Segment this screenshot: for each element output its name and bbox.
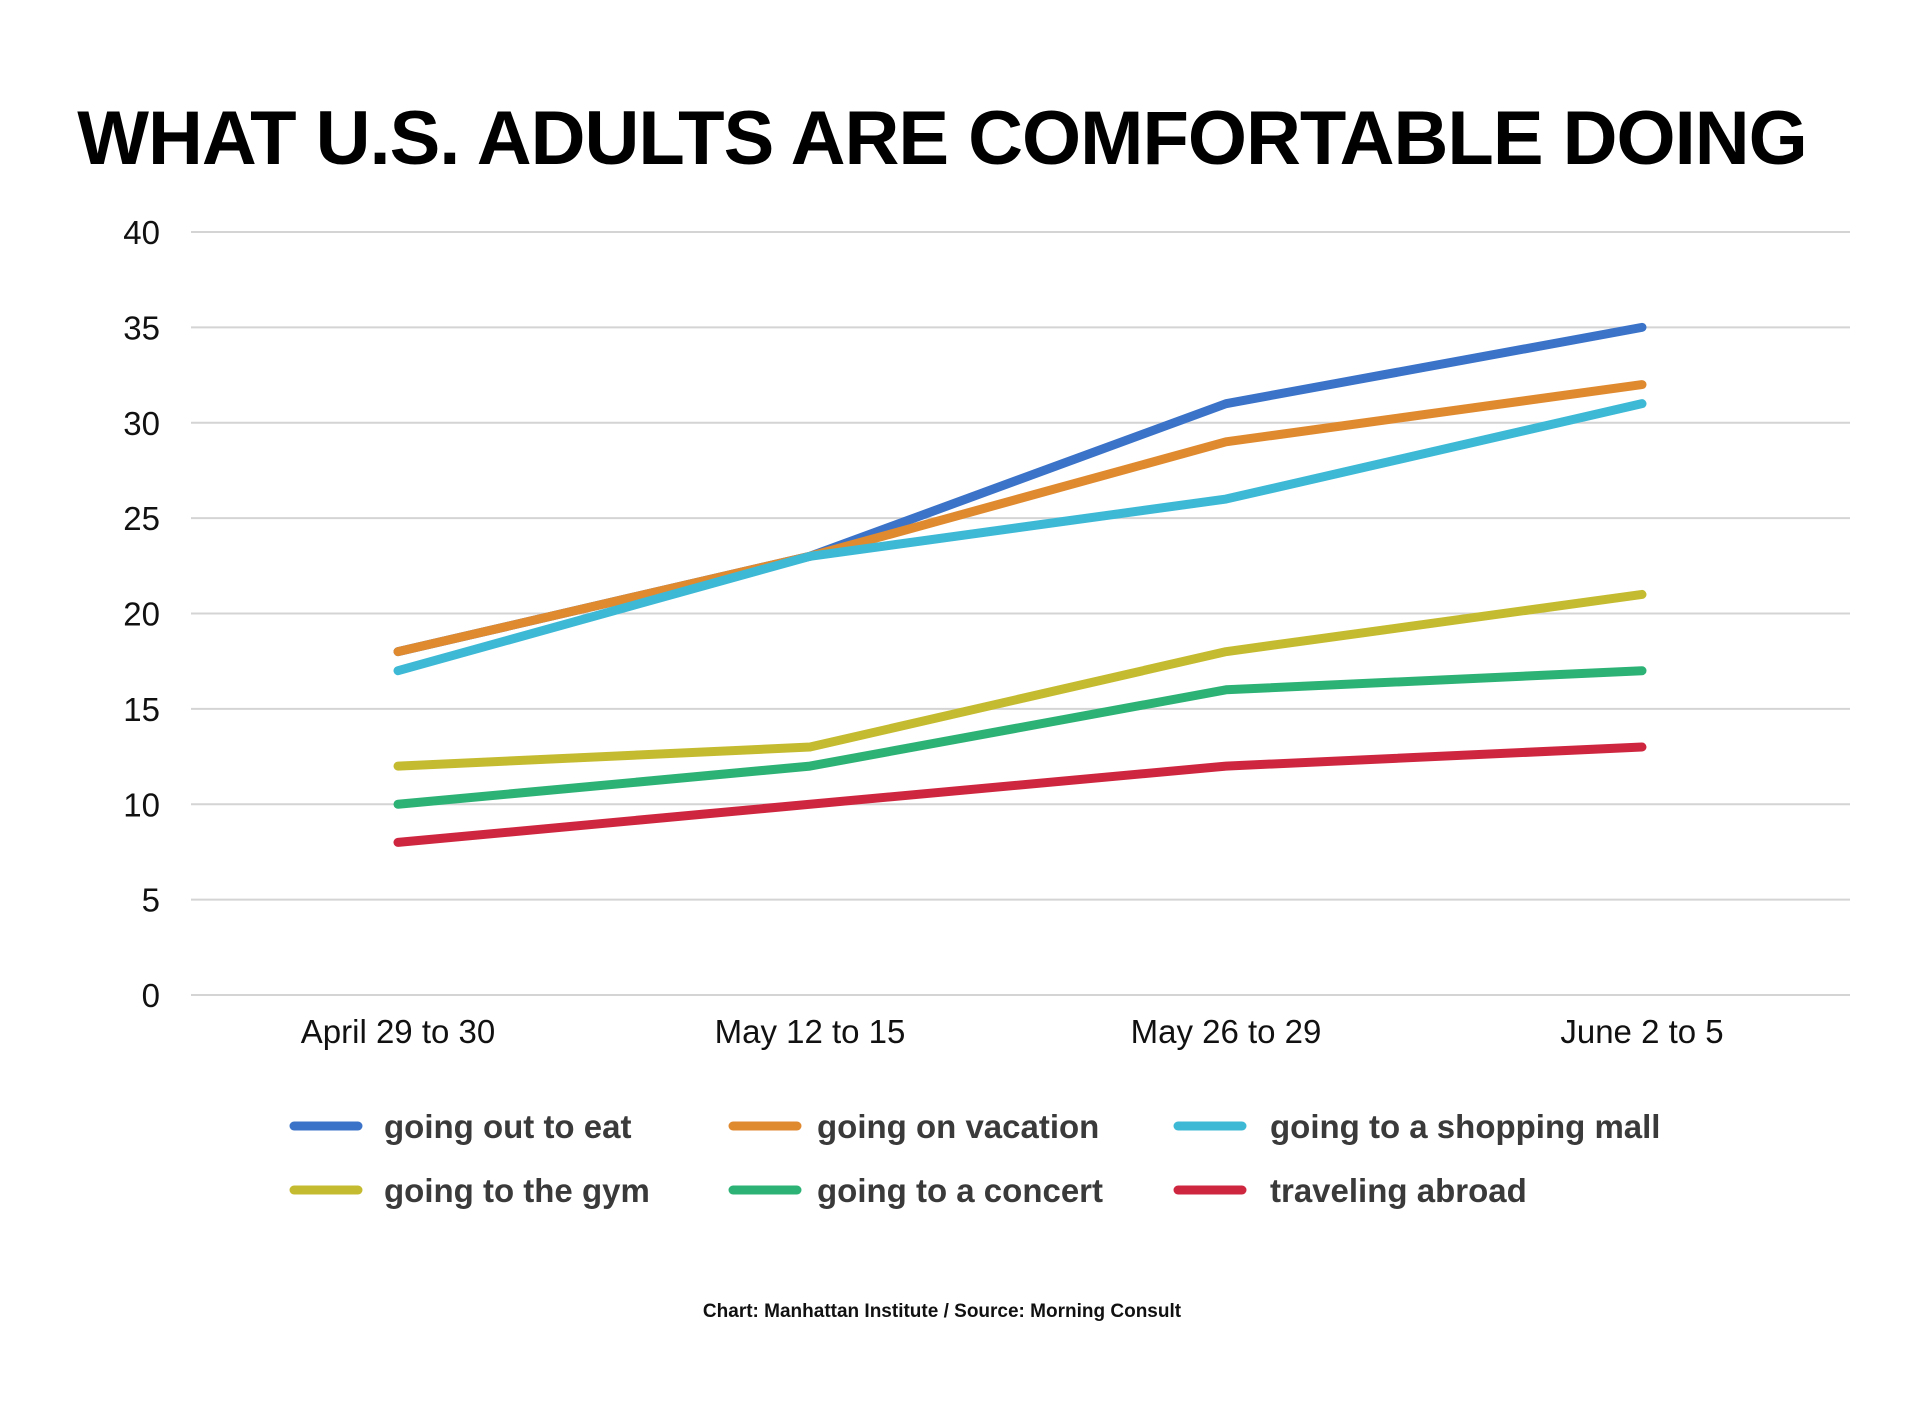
chart-title: WHAT U.S. ADULTS ARE COMFORTABLE DOING [77,96,1807,181]
legend-label: going to a shopping mall [1270,1108,1660,1145]
x-tick-label: June 2 to 5 [1560,1013,1723,1050]
legend-label: going on vacation [817,1108,1099,1145]
x-tick-label: May 26 to 29 [1131,1013,1322,1050]
y-tick-label: 5 [142,882,160,919]
x-tick-label: May 12 to 15 [715,1013,906,1050]
y-tick-label: 20 [123,596,160,633]
legend: going out to eat going on vacation going t… [289,1108,1660,1209]
y-tick-label: 0 [142,977,160,1014]
series-line-going-out-to-eat [393,322,1647,657]
y-tick-label: 15 [123,691,160,728]
y-tick-label: 40 [123,214,160,251]
legend-label: going to a concert [817,1172,1103,1209]
chart-credit: Chart: Manhattan Institute / Source: Mor… [703,1301,1182,1322]
x-axis-ticks: April 29 to 30 May 12 to 15 May 26 to 29 Ju… [301,1013,1724,1050]
series-line-going-to-the-gym [393,589,1647,771]
series-lines [393,322,1647,847]
y-tick-label: 30 [123,405,160,442]
y-axis-ticks: 0 5 10 15 20 25 30 35 40 [123,214,160,1014]
legend-label: going out to eat [384,1108,631,1145]
y-tick-label: 25 [123,500,160,537]
legend-label: going to the gym [384,1172,650,1209]
series-line-traveling-abroad [393,742,1647,847]
series-line-going-on-vacation [393,380,1647,657]
legend-label: traveling abroad [1270,1172,1527,1209]
x-tick-label: April 29 to 30 [301,1013,495,1050]
gridlines [191,231,1850,996]
y-tick-label: 35 [123,309,160,346]
series-line-going-to-a-concert [393,666,1647,809]
series-line-going-to-a-shopping-mall [393,399,1647,676]
y-tick-label: 10 [123,786,160,823]
